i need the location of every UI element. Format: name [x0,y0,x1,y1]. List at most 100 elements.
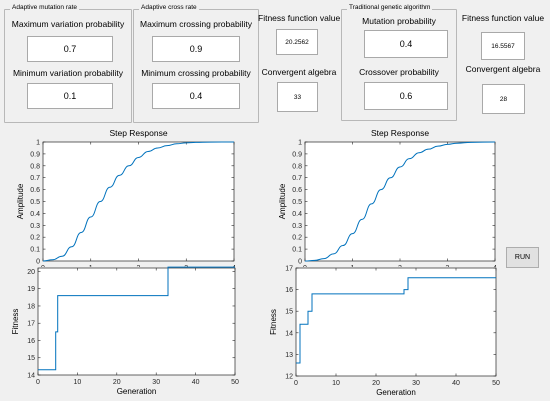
y-tick-label: 0.6 [30,187,40,194]
traditional-convergent-value: 28 [482,84,525,114]
fitness-chart-adaptive: 0 10 20 30 40 5014151617181920GenerationFitne… [11,266,239,396]
x-tick-label: 20 [113,379,121,386]
max-crossing-label: Maximum crossing probability [140,19,252,29]
y-tick-label: 12 [285,374,293,381]
x-tick-label: 50 [231,379,239,386]
x-axis-label: Generation [376,388,416,397]
adaptive-cross-group: Adaptive cross rate [133,4,259,123]
plot-area [304,141,496,262]
y-tick-label: 14 [27,373,35,380]
crossover-probability-label: Crossover probability [359,67,439,77]
adaptive-mutation-group: Adaptive mutation rate [4,4,132,123]
y-tick-label: 0.9 [292,151,302,158]
y-tick-label: 17 [27,321,35,328]
x-tick-label: 10 [332,380,340,387]
plot-area [42,141,235,262]
x-tick-label: 4 [232,265,236,267]
y-tick-label: 19 [27,286,35,293]
adaptive-convergent-value: 33 [277,82,318,112]
y-tick-label: 0.3 [30,223,40,230]
crossover-probability-input[interactable]: 0.6 [364,82,448,110]
adaptive-mutation-title: Adaptive mutation rate [10,4,80,11]
y-tick-label: 15 [285,309,293,316]
y-axis-label: Fitness [11,309,20,335]
plot-area [37,267,236,376]
y-axis-label: Amplitude [278,183,287,219]
x-tick-label: 0 [36,379,40,386]
x-tick-label: 3 [184,265,188,267]
step-response-chart-adaptive: 0 1 2 3 4 0 0.1 0.2 0.3 0.4 0.5 0.6 0.7 0.8 0.9 1 Step R… [16,128,236,267]
y-tick-label: 20 [27,269,35,276]
chart-title: Step Response [371,128,429,138]
min-crossing-input[interactable]: 0.4 [152,83,240,109]
y-tick-label: 16 [27,338,35,345]
x-tick-label: 4 [493,265,497,267]
y-tick-label: 0.5 [292,199,302,206]
x-axis-label: Generation [117,387,157,396]
mutation-probability-label: Mutation probability [362,16,436,26]
min-variation-input[interactable]: 0.1 [27,83,113,109]
min-variation-label: Minimum variation probability [12,68,124,78]
y-tick-label: 14 [285,330,293,337]
run-button[interactable]: RUN [506,247,539,268]
min-crossing-label: Minimum crossing probability [141,68,251,78]
plot-area [295,267,497,377]
y-axis-label: Amplitude [16,183,25,219]
y-tick-label: 17 [285,266,293,273]
y-tick-label: 1 [298,140,302,147]
x-tick-label: 0 [294,380,298,387]
x-tick-label: 1 [89,265,93,267]
x-tick-label: 30 [152,379,160,386]
y-tick-label: 0.2 [30,235,40,242]
y-tick-label: 0.9 [30,151,40,158]
x-tick-label: 10 [74,379,82,386]
y-tick-label: 0.7 [30,175,40,182]
y-tick-label: 1 [36,140,40,147]
x-tick-label: 30 [412,380,420,387]
x-tick-label: 2 [137,265,141,267]
x-tick-label: 0 [41,265,45,267]
y-tick-label: 0.1 [292,247,302,254]
y-tick-label: 0.4 [292,211,302,218]
y-tick-label: 0 [298,259,302,266]
max-variation-label: Maximum variation probability [11,19,125,29]
x-tick-label: 0 [303,265,307,267]
x-tick-label: 50 [492,380,500,387]
mutation-probability-input[interactable]: 0.4 [364,30,448,58]
y-tick-label: 0 [36,259,40,266]
y-tick-label: 15 [27,355,35,362]
max-variation-input[interactable]: 0.7 [27,36,113,62]
y-tick-label: 0.4 [30,211,40,218]
y-tick-label: 16 [285,287,293,294]
traditional-convergent-label: Convergent algebra [465,64,541,74]
y-tick-label: 0.1 [30,247,40,254]
y-tick-label: 13 [285,352,293,359]
adaptive-convergent-label: Convergent algebra [261,67,337,77]
x-tick-label: 2 [398,265,402,267]
series-line [304,141,496,262]
adaptive-fitness-label: Fitness function value [258,13,341,23]
x-tick-label: 40 [192,379,200,386]
traditional-title: Traditional genetic algorithm [347,4,433,11]
x-tick-label: 20 [372,380,380,387]
x-tick-label: 1 [351,265,355,267]
chart-title: Step Response [109,128,167,138]
traditional-group: Traditional genetic algorithm [341,4,457,121]
y-tick-label: 0.8 [30,163,40,170]
series-line [296,277,496,364]
y-tick-label: 0.3 [292,223,302,230]
series-line [42,141,235,262]
y-tick-label: 0.6 [292,187,302,194]
y-axis-label: Fitness [269,309,278,335]
adaptive-fitness-value: 20.2562 [276,29,318,55]
adaptive-cross-title: Adaptive cross rate [139,4,199,11]
max-crossing-input[interactable]: 0.9 [152,36,240,62]
y-tick-label: 0.8 [292,163,302,170]
y-tick-label: 0.5 [30,199,40,206]
x-tick-label: 3 [446,265,450,267]
step-response-chart-traditional: 0 1 2 3 4 0 0.1 0.2 0.3 0.4 0.5 0.6 0.7 0.8 0.9 1 Step R… [278,128,497,267]
y-tick-label: 0.2 [292,235,302,242]
y-tick-label: 0.7 [292,175,302,182]
y-tick-label: 18 [27,303,35,310]
